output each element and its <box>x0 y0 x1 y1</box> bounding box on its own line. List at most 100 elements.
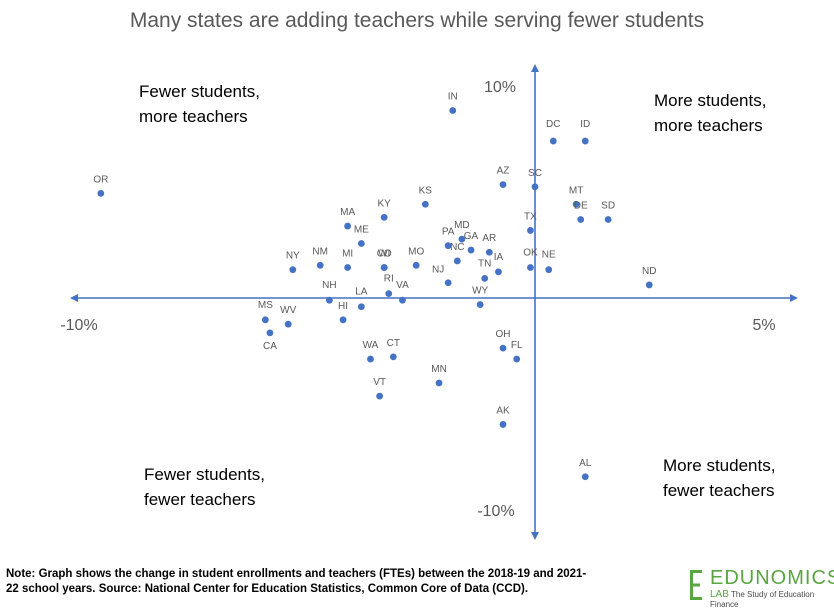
logo-subline: LAB The Study of Education Finance <box>710 589 830 609</box>
data-label-dc: DC <box>546 119 560 130</box>
data-label-ak: AK <box>496 405 510 416</box>
data-label-oh: OH <box>496 329 511 340</box>
data-label-nd: ND <box>642 266 656 277</box>
data-point-nc <box>453 257 461 265</box>
data-label-ri: RI <box>384 274 394 285</box>
data-point-or <box>97 189 105 197</box>
quadrant-label-top-right: More students, more teachers <box>654 91 766 135</box>
data-label-wv: WV <box>280 305 296 316</box>
footnote-line-2: 22 school years. Source: National Center… <box>6 583 529 595</box>
data-point-mo <box>412 261 420 269</box>
data-point-md <box>458 235 466 243</box>
data-point-co <box>380 264 388 271</box>
footnote: Note: Graph shows the change in student … <box>6 567 646 597</box>
data-point-la <box>357 303 365 311</box>
data-label-mo: MO <box>408 246 424 257</box>
data-label-fl: FL <box>511 340 523 351</box>
data-label-wi: WI <box>378 248 390 259</box>
edunomics-logo: EDUNOMICS LAB The Study of Education Fin… <box>690 567 834 609</box>
quadrant-top-left-line1: Fewer students, <box>139 82 260 101</box>
data-label-in: IN <box>448 92 458 103</box>
data-point-ma <box>344 222 352 230</box>
data-point-nm <box>316 261 324 269</box>
x-tick-label: 5% <box>752 317 775 334</box>
data-label-me: ME <box>354 225 369 236</box>
data-label-ne: NE <box>542 250 556 261</box>
data-point-tn <box>481 274 489 282</box>
data-label-de: DE <box>574 201 588 212</box>
data-point-sc <box>531 183 539 191</box>
footnote-line-1: Note: Graph shows the change in student … <box>6 568 587 580</box>
data-label-tn: TN <box>478 258 491 269</box>
data-label-ma: MA <box>340 207 355 218</box>
data-label-la: LA <box>355 287 368 298</box>
data-point-oh <box>499 344 507 352</box>
x-tick-label: -10% <box>60 317 97 334</box>
data-point-wa <box>367 355 374 363</box>
data-label-or: OR <box>93 174 108 185</box>
data-point-sd <box>604 216 612 223</box>
data-label-nh: NH <box>322 280 336 291</box>
data-label-pa: PA <box>442 227 455 238</box>
data-label-va: VA <box>396 280 409 291</box>
data-label-ny: NY <box>286 251 300 262</box>
data-label-nm: NM <box>312 246 328 257</box>
data-point-fl <box>513 355 521 363</box>
logo-wordmark: EDUNOMICS <box>710 567 834 589</box>
data-point-wv <box>284 320 292 328</box>
logo-lab: LAB <box>710 589 729 600</box>
data-label-sc: SC <box>528 168 542 179</box>
data-point-ia <box>495 268 502 276</box>
data-label-ct: CT <box>387 338 400 349</box>
data-point-de <box>577 216 585 223</box>
quadrant-bottom-right-line1: More students, <box>663 456 775 475</box>
data-label-hi: HI <box>338 301 348 312</box>
data-label-vt: VT <box>373 377 386 388</box>
data-label-co: CO <box>377 248 392 259</box>
data-point-vt <box>376 392 384 400</box>
data-point-tx <box>527 227 534 234</box>
data-point-dc <box>549 137 557 145</box>
data-point-id <box>581 137 589 145</box>
data-point-va <box>399 296 406 304</box>
data-label-nc: NC <box>450 242 464 253</box>
data-label-mn: MN <box>431 364 447 375</box>
quadrant-label-bottom-left: Fewer students, fewer teachers <box>144 465 265 509</box>
data-point-az <box>499 181 507 189</box>
data-label-mi: MI <box>342 248 353 259</box>
data-label-id: ID <box>580 119 590 130</box>
data-point-ks <box>421 200 429 208</box>
data-point-me <box>357 240 365 247</box>
data-label-tx: TX <box>524 211 537 222</box>
data-label-ar: AR <box>482 233 496 244</box>
data-label-ga: GA <box>464 231 479 242</box>
data-point-ny <box>289 266 297 274</box>
quadrant-bottom-right-line2: fewer teachers <box>663 481 775 500</box>
data-label-ky: KY <box>378 198 392 209</box>
tick-labels: -10% 5% 10% -10% <box>60 79 775 520</box>
quadrant-label-top-left: Fewer students, more teachers <box>139 82 260 126</box>
data-point-pa <box>444 242 452 250</box>
data-label-md: MD <box>454 220 470 231</box>
data-point-ga <box>467 246 475 254</box>
quadrant-label-bottom-right: More students, fewer teachers <box>663 456 775 500</box>
data-label-wa: WA <box>363 340 379 351</box>
data-point-ca <box>266 329 274 337</box>
data-point-in <box>449 107 457 114</box>
data-point-wy <box>476 301 484 308</box>
data-label-ca: CA <box>263 341 277 352</box>
data-point-ms <box>261 316 269 324</box>
data-label-ms: MS <box>258 300 273 311</box>
data-point-mi <box>344 264 352 271</box>
quadrant-bottom-left-line1: Fewer students, <box>144 465 265 484</box>
quadrant-top-right-line2: more teachers <box>654 116 763 135</box>
logo-tagline: The Study of Education Finance <box>710 590 815 609</box>
data-point-ri <box>385 290 393 298</box>
data-label-al: AL <box>579 458 592 469</box>
quadrant-bottom-left-line2: fewer teachers <box>144 490 256 509</box>
logo-e-icon <box>690 570 702 600</box>
data-label-nj: NJ <box>432 265 444 276</box>
data-label-mt: MT <box>569 185 583 196</box>
data-point-mn <box>435 379 443 387</box>
